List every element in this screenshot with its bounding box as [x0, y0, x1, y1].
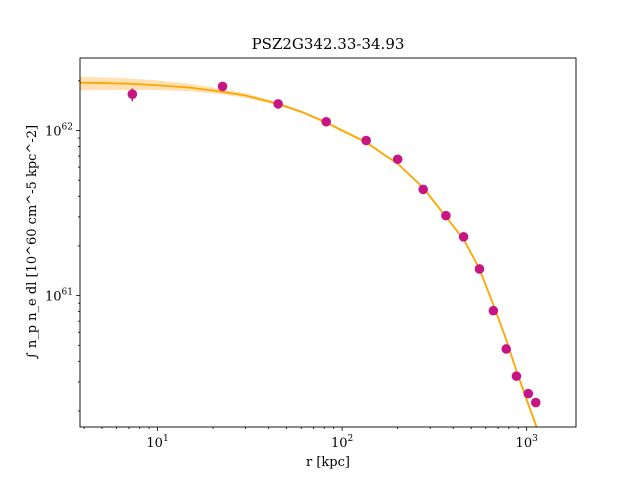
- y-tick-label: 1062: [45, 123, 73, 140]
- data-point: [511, 371, 522, 381]
- data-point: [361, 135, 371, 146]
- x-tick-label: 101: [146, 434, 168, 451]
- data-point: [458, 232, 469, 242]
- data-point: [501, 344, 512, 354]
- data-point: [441, 210, 451, 221]
- chart-title: PSZ2G342.33-34.93: [252, 35, 405, 53]
- plot-frame: [79, 57, 577, 428]
- plot-area: [80, 76, 541, 427]
- x-axis: 101 102 103: [83, 427, 539, 451]
- data-point: [530, 397, 541, 408]
- model-confidence-band: [80, 76, 538, 427]
- y-axis-label: ∫ n_p n_e dl [10^60 cm^-5 kpc^-2]: [25, 125, 40, 359]
- data-point: [217, 81, 228, 92]
- x-axis-label: r [kpc]: [306, 455, 350, 470]
- data-points: [127, 81, 541, 408]
- y-tick-label: 1061: [45, 288, 73, 305]
- y-axis: 1061 1062: [45, 80, 80, 412]
- data-point: [392, 154, 403, 165]
- data-point: [127, 89, 138, 99]
- data-point: [418, 184, 429, 195]
- data-point: [488, 305, 499, 316]
- x-tick-label: 102: [331, 434, 353, 451]
- model-line: [80, 81, 538, 427]
- data-point: [273, 99, 283, 109]
- x-tick-label: 103: [516, 434, 539, 451]
- data-point: [474, 264, 485, 274]
- data-point: [523, 388, 534, 399]
- data-point: [321, 116, 332, 127]
